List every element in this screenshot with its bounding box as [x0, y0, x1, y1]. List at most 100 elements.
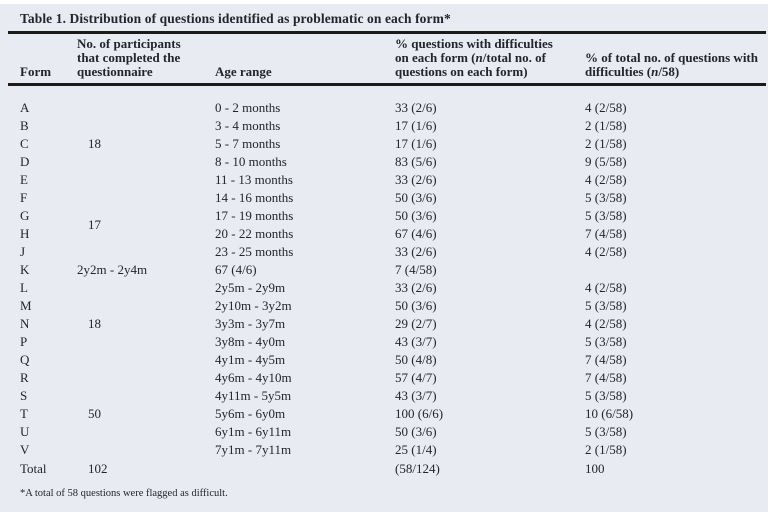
table-row: S 4y11m - 5y5m 43 (3/7) 5 (3/58) — [0, 387, 768, 405]
age-range-cell: 4y11m - 5y5m — [215, 388, 292, 403]
table-row: E 11 - 13 months 33 (2/6) 4 (2/58) — [0, 171, 768, 189]
pct-of-total-cell: 2 (1/58) — [585, 118, 627, 133]
age-range-cell: 20 - 22 months — [215, 226, 294, 241]
table-header: Form No. of participants that completed … — [0, 34, 768, 83]
age-range-cell: 6y1m - 6y11m — [215, 424, 292, 439]
pct-of-total-cell: 5 (3/58) — [585, 208, 627, 223]
pct-per-form-cell: 43 (3/7) — [395, 388, 437, 403]
pct-per-form-cell: 43 (3/7) — [395, 334, 437, 349]
table-row: F 17 14 - 16 months 50 (3/6) 5 (3/58) — [0, 189, 768, 232]
age-range-cell: 17 - 19 months — [215, 208, 294, 223]
age-range-cell: 3 - 4 months — [215, 118, 281, 133]
pct-of-total-cell: 4 (2/58) — [585, 172, 627, 187]
form-cell: H — [20, 226, 30, 241]
pct-per-form-cell: 25 (1/4) — [395, 442, 437, 457]
form-cell: M — [20, 298, 32, 313]
pct-of-total-cell: 5 (3/58) — [585, 190, 627, 205]
form-cell: R — [20, 370, 29, 385]
header-age-range: Age range — [215, 64, 272, 79]
participants-cell: 50 — [88, 406, 101, 421]
pct-of-total-cell: 7 (4/58) — [585, 370, 627, 385]
form-cell: D — [20, 154, 30, 169]
header-pct-per-form-text: % questions with difficulties on each fo… — [395, 36, 553, 65]
pct-of-total-cell: 4 (2/58) — [585, 100, 627, 115]
table-row: C 5 - 7 months 17 (1/6) 2 (1/58) — [0, 135, 768, 153]
form-cell: C — [20, 136, 29, 151]
total-row: Total 102 (58/124) 100 — [0, 459, 768, 478]
pct-per-form-cell: 17 (1/6) — [395, 136, 437, 151]
pct-of-total-cell: 4 (2/58) — [585, 316, 627, 331]
pct-per-form-cell: 57 (4/7) — [395, 370, 437, 385]
pct-of-total-cell: 2 (1/58) — [585, 442, 627, 457]
pct-per-form-cell: 33 (2/6) — [395, 280, 437, 295]
table-row: V 7y1m - 7y11m 25 (1/4) 2 (1/58) — [0, 441, 768, 459]
form-cell: L — [20, 280, 28, 295]
form-cell: S — [20, 388, 28, 403]
age-range-cell: 7y1m - 7y11m — [215, 442, 292, 457]
age-range-cell: 8 - 10 months — [215, 154, 287, 169]
table-row: A 18 0 - 2 months 33 (2/6) 4 (2/58) — [0, 99, 768, 151]
pct-of-total-cell: 7 (4/58) — [585, 226, 627, 241]
age-range-cell: 2y5m - 2y9m — [215, 280, 286, 295]
form-cell: Q — [20, 352, 30, 367]
table-total: Total 102 (58/124) 100 — [0, 459, 768, 478]
form-cell: G — [20, 208, 30, 223]
form-cell: A — [20, 100, 30, 115]
header-pct-per-form-n: n — [475, 50, 483, 65]
age-range-cell: 11 - 13 months — [215, 172, 293, 187]
table-row: H 20 - 22 months 67 (4/6) 7 (4/58) — [0, 225, 768, 243]
form-cell: E — [20, 172, 28, 187]
pct-per-form-cell: 29 (2/7) — [395, 316, 437, 331]
pct-per-form-cell: 67 (4/6) — [395, 226, 437, 241]
age-range-cell: 2y10m - 3y2m — [215, 298, 292, 313]
form-cell: B — [20, 118, 29, 133]
pct-per-form-cell: 33 (2/6) — [395, 100, 437, 115]
table-row: R 50 4y6m - 4y10m 57 (4/7) 7 (4/58) — [0, 369, 768, 421]
header-pct-per-form-text2: /total no. of questions on each form) — [395, 50, 546, 79]
table-row: N 3y3m - 3y7m 29 (2/7) 4 (2/58) — [0, 315, 768, 333]
pct-of-total-cell: 4 (2/58) — [585, 244, 627, 259]
pct-of-total-cell: 4 (2/58) — [585, 280, 627, 295]
table-row: U 6y1m - 6y11m 50 (3/6) 5 (3/58) — [0, 423, 768, 441]
table-panel: Table 1. Distribution of questions ident… — [0, 4, 768, 512]
form-cell: V — [20, 442, 30, 457]
pct-of-total-cell: 5 (3/58) — [585, 424, 627, 439]
pct-of-total-cell: 5 (3/58) — [585, 334, 627, 349]
total-age — [215, 459, 395, 478]
age-range-cell: 4y1m - 4y5m — [215, 352, 286, 367]
participants-cell: 18 — [88, 316, 101, 331]
table-row: J 23 - 25 months 33 (2/6) 4 (2/58) — [0, 243, 768, 261]
form-cell: K — [20, 262, 30, 277]
table-footnote: *A total of 58 questions were flagged as… — [20, 488, 228, 499]
pct-of-total-cell: 9 (5/58) — [585, 154, 627, 169]
header-pct-of-total: % of total no. of questions with difficu… — [585, 34, 768, 83]
participants-cell: 17 — [88, 217, 101, 232]
total-pct-per-form: (58/124) — [395, 461, 440, 476]
total-label: Total — [20, 461, 47, 476]
header-participants: No. of participants that completed the q… — [77, 36, 181, 79]
age-range-cell: 5 - 7 months — [215, 136, 281, 151]
form-cell: U — [20, 424, 30, 439]
participants-cell: 18 — [88, 136, 101, 151]
age-range-cell: 2y2m - 2y4m — [77, 262, 148, 277]
pct-per-form-cell: 17 (1/6) — [395, 118, 437, 133]
table-row: Q 4y1m - 4y5m 50 (4/8) 7 (4/58) — [0, 351, 768, 369]
pct-per-form-cell: 33 (2/6) — [395, 172, 437, 187]
table-row: D 8 - 10 months 83 (5/6) 9 (5/58) — [0, 153, 768, 171]
age-range-cell: 3y8m - 4y0m — [215, 334, 286, 349]
table-row: L 18 2y5m - 2y9m 33 (2/6) 4 (2/58) — [0, 279, 768, 331]
header-pct-of-total-text: % of total no. of questions with difficu… — [585, 50, 758, 79]
total-participants: 102 — [88, 461, 108, 476]
pct-of-total-cell: 10 (6/58) — [585, 406, 634, 421]
header-row: Form No. of participants that completed … — [0, 34, 768, 83]
header-pct-of-total-n: n — [651, 64, 659, 79]
pct-of-total-cell: 2 (1/58) — [585, 136, 627, 151]
table-row: G 17 - 19 months 50 (3/6) 5 (3/58) — [0, 207, 768, 225]
pct-of-total-cell: 7 (4/58) — [395, 262, 437, 277]
age-range-cell: 0 - 2 months — [215, 100, 281, 115]
age-range-cell: 23 - 25 months — [215, 244, 294, 259]
age-range-cell: 14 - 16 months — [215, 190, 294, 205]
data-table: A 18 0 - 2 months 33 (2/6) 4 (2/58) B 3 - 4 mo… — [0, 99, 768, 478]
total-pct-of-total: 100 — [585, 461, 605, 476]
